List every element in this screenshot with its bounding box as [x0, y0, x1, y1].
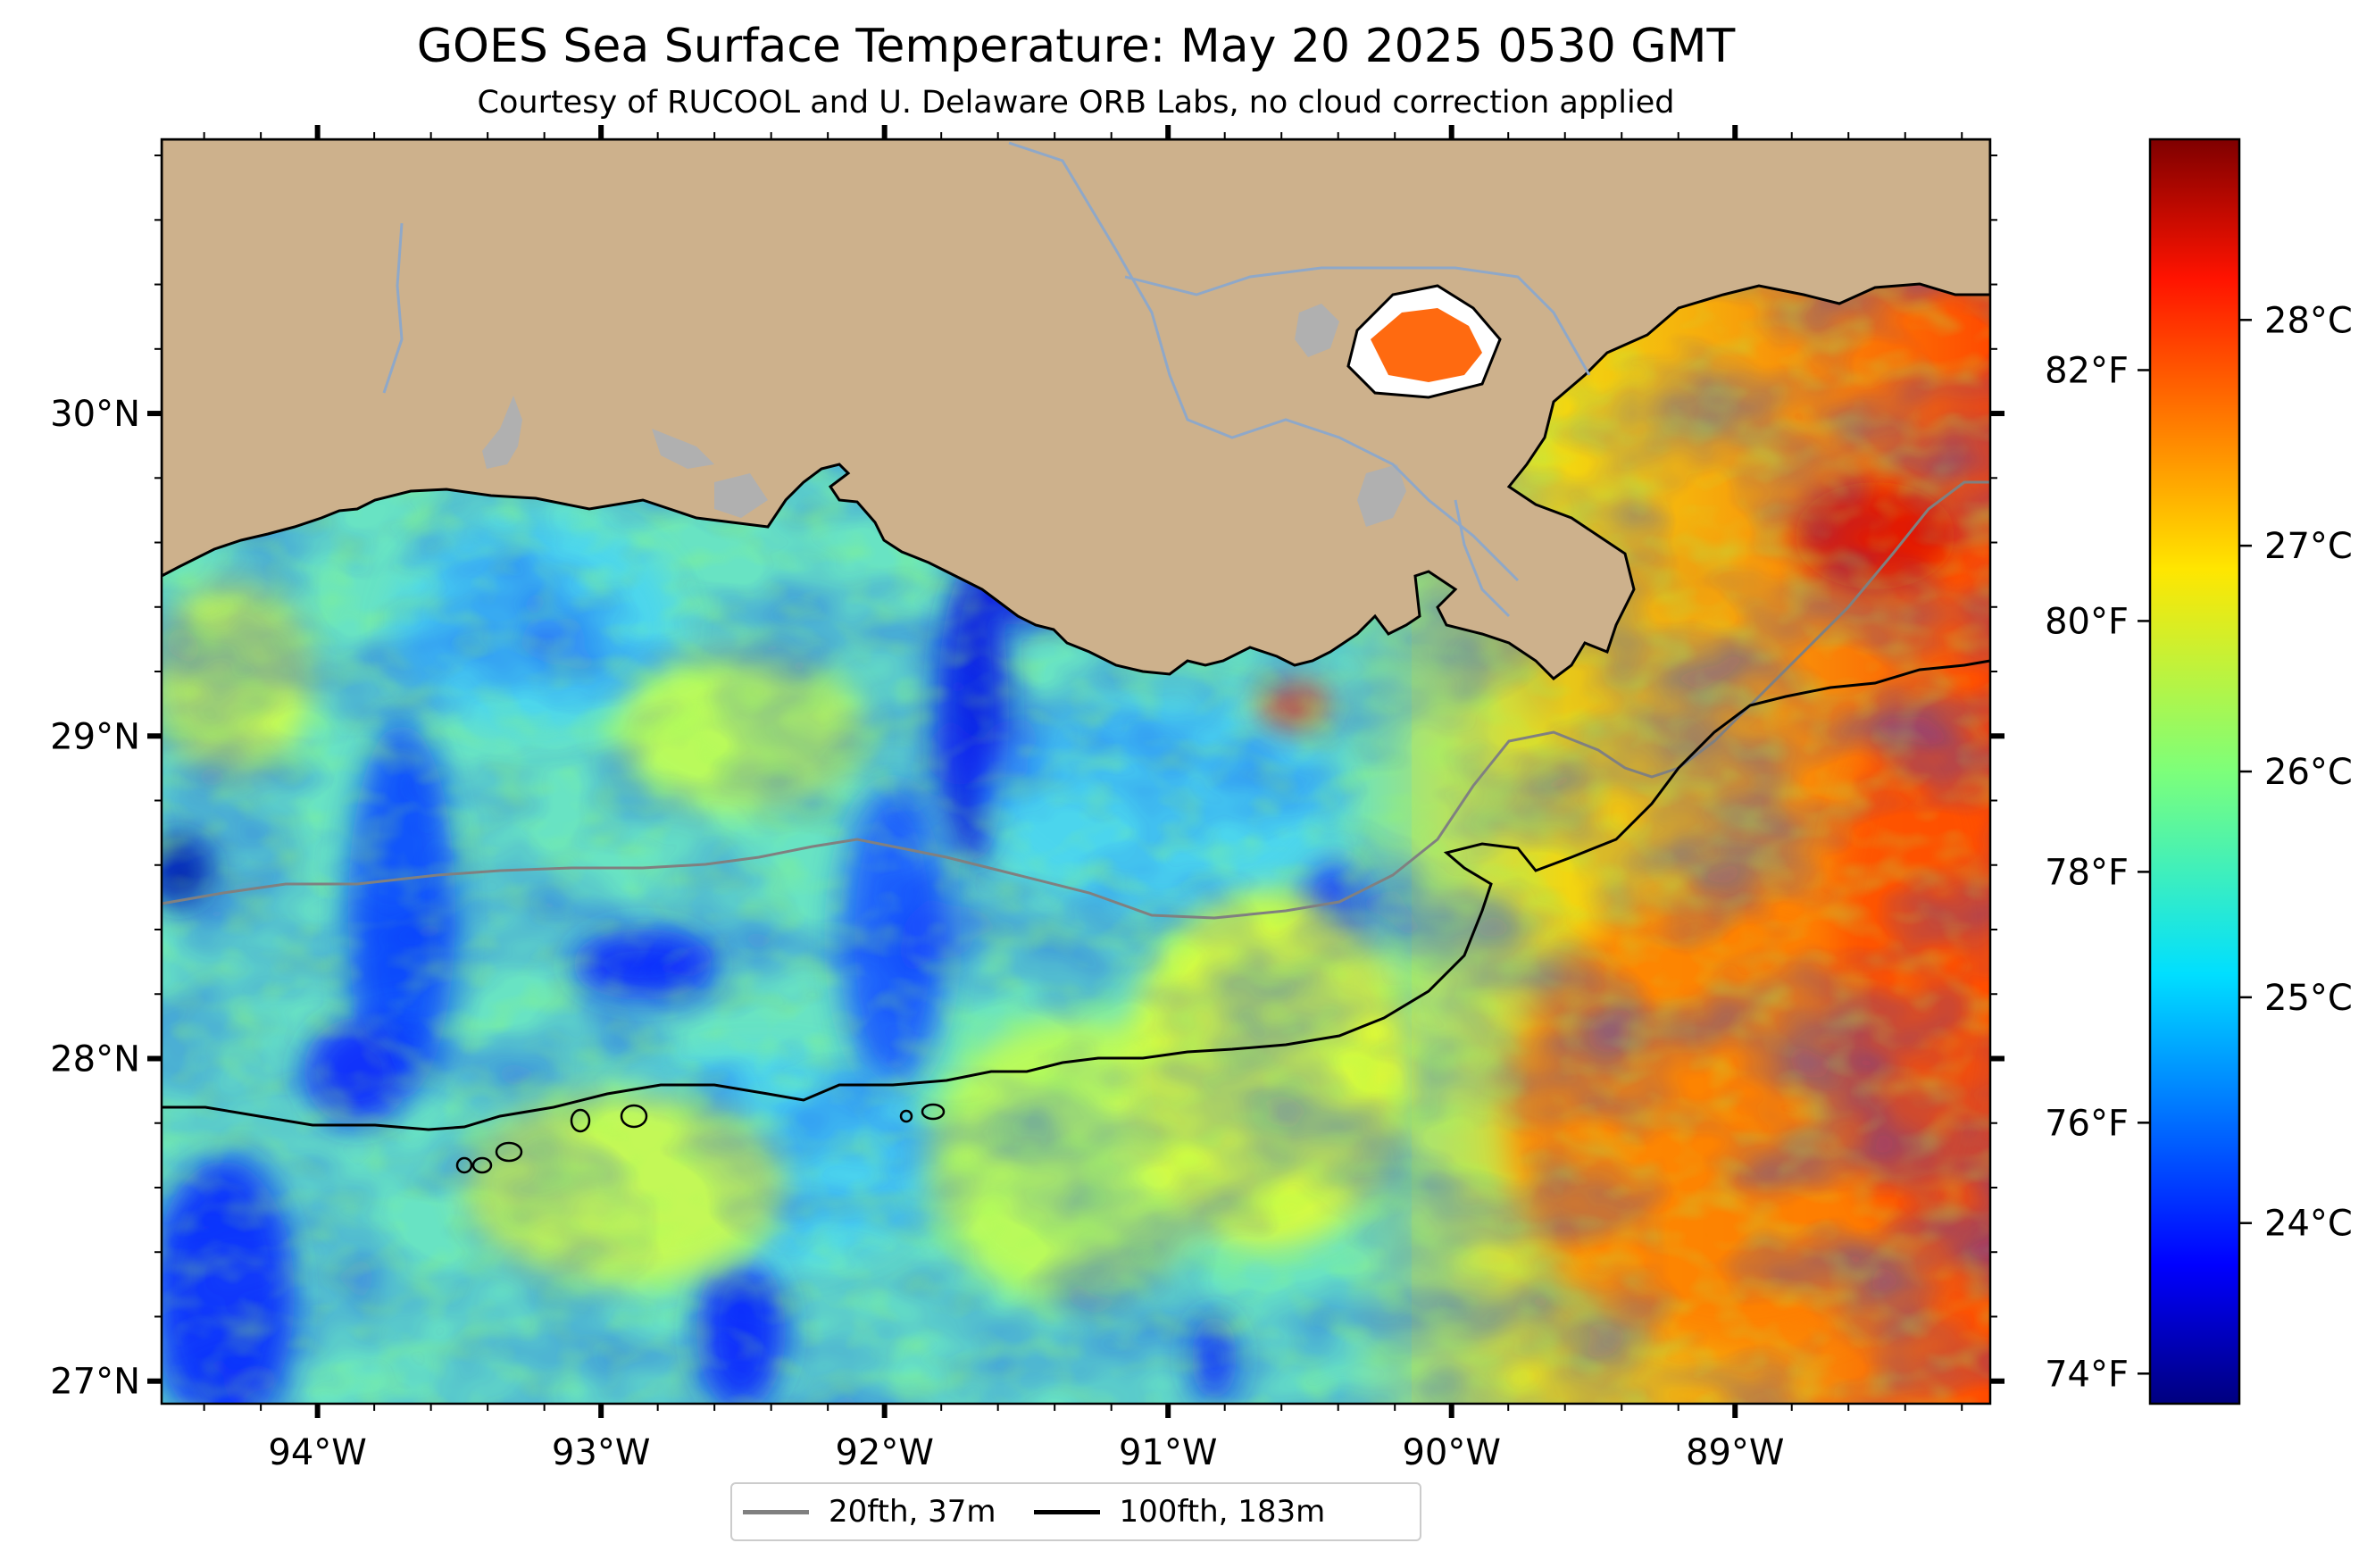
legend: 20fth, 37m 100fth, 183m [730, 1482, 1421, 1541]
axis-tick-labels: 94°W 93°W 92°W 91°W 90°W 89°W 30°N 29°N 28°N 27°N [50, 394, 1784, 1473]
isobath-20fth [161, 480, 1990, 920]
lon-tick-label: 91°W [1119, 1432, 1217, 1473]
lat-tick-label: 30°N [50, 394, 140, 435]
colorbar-fahrenheit-label: 78°F [2045, 852, 2129, 893]
colorbar-celsius-label: 24°C [2264, 1204, 2353, 1245]
lat-tick-label: 29°N [50, 716, 140, 757]
legend-swatch-20fth [743, 1509, 809, 1514]
legend-swatch-100fth [1033, 1509, 1100, 1514]
colorbar-celsius-label: 26°C [2264, 752, 2353, 793]
axis-ticks [147, 125, 2004, 1418]
rivers [382, 141, 1591, 618]
lon-tick-label: 93°W [552, 1432, 650, 1473]
colorbar [2148, 138, 2241, 1405]
lon-tick-label: 94°W [268, 1432, 366, 1473]
colorbar-fahrenheit-label: 74°F [2045, 1354, 2129, 1395]
legend-label-20fth: 20fth, 37m [829, 1494, 996, 1530]
colorbar-celsius-label: 25°C [2264, 978, 2353, 1019]
colorbar-ticks: 24°C 25°C 26°C 27°C 28°C 74°F 76°F 78°F 80°F 82°F [2045, 300, 2353, 1395]
lon-tick-label: 90°W [1402, 1432, 1500, 1473]
land-mask [162, 139, 1990, 680]
colorbar-fahrenheit-label: 82°F [2045, 350, 2129, 391]
lon-tick-label: 92°W [835, 1432, 933, 1473]
isobath-100fth [162, 659, 1991, 1131]
lat-tick-label: 27°N [50, 1362, 140, 1403]
legend-item-100fth: 100fth, 183m [1033, 1494, 1326, 1530]
map-frame [160, 138, 1992, 1405]
colorbar-fahrenheit-label: 76°F [2045, 1103, 2129, 1144]
legend-label-100fth: 100fth, 183m [1119, 1494, 1326, 1530]
lon-tick-label: 89°W [1686, 1432, 1784, 1473]
chart-title: GOES Sea Surface Temperature: May 20 202… [416, 20, 1736, 73]
colorbar-celsius-label: 28°C [2264, 300, 2353, 341]
banks [455, 1103, 946, 1174]
chart-subtitle: Courtesy of RUCOOL and U. Delaware ORB L… [477, 85, 1675, 121]
colorbar-fahrenheit-label: 80°F [2045, 601, 2129, 642]
colorbar-celsius-label: 27°C [2264, 526, 2353, 567]
inland-water [482, 284, 1502, 527]
legend-item-20fth: 20fth, 37m [743, 1494, 996, 1530]
lat-tick-label: 28°N [50, 1038, 140, 1080]
